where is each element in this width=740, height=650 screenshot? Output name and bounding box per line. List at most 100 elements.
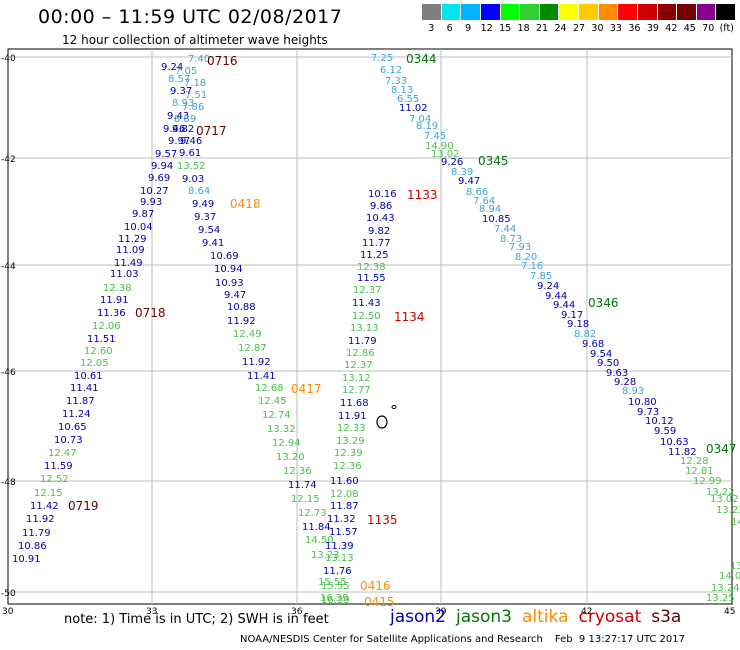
wave-height-value: 9.73	[637, 407, 659, 418]
wave-height-value: 9.37	[194, 212, 216, 223]
wave-height-value: 12.74	[262, 410, 291, 421]
scale-label: 45	[683, 23, 696, 34]
wave-height-value: 11.29	[118, 234, 147, 245]
wave-height-value: 10.85	[482, 214, 511, 225]
wave-height-value: 10.63	[660, 437, 689, 448]
wave-height-value: 8.93	[622, 386, 644, 397]
wave-height-value: 8.89	[174, 114, 196, 125]
wave-height-value: 11.74	[288, 480, 317, 491]
wave-height-value: 11.57	[329, 527, 358, 538]
satellite-legend: jason2 jason3 altika cryosat s3a	[390, 607, 691, 627]
wave-height-value: 7.85	[530, 271, 552, 282]
scale-label: (ft)	[719, 23, 734, 34]
wave-height-value: 11.41	[247, 371, 276, 382]
wave-height-value: 9.46	[180, 136, 202, 147]
wave-height-value: 11.68	[340, 398, 369, 409]
wave-height-value: 9.03	[182, 174, 204, 185]
wave-height-value: 11.42	[30, 501, 59, 512]
wave-height-value: 11.09	[116, 245, 145, 256]
wave-height-value: 12.94	[272, 438, 301, 449]
track-time-label: 0417	[291, 382, 322, 396]
track-time-label: 0716	[207, 54, 238, 68]
wave-height-value: 9.41	[202, 238, 224, 249]
page-subtitle: 12 hour collection of altimeter wave hei…	[62, 33, 328, 47]
scale-swatch	[422, 4, 442, 20]
wave-height-value: 10.12	[645, 416, 674, 427]
legend-altika: altika	[522, 607, 569, 627]
wave-height-value: 11.76	[323, 566, 352, 577]
wave-height-value: 6.12	[380, 65, 402, 76]
wave-height-value: 9.49	[192, 199, 214, 210]
wave-height-value: 13.32	[267, 424, 296, 435]
wave-height-value: 11.87	[66, 396, 95, 407]
wave-height-value: 8.93	[172, 98, 194, 109]
wave-height-value: 12.47	[48, 448, 77, 459]
wave-height-value: 12.05	[80, 358, 109, 369]
wave-height-value: 13.24	[711, 583, 740, 594]
legend-s3a: s3a	[651, 607, 682, 627]
footer-note: note: 1) Time is in UTC; 2) SWH is in fe…	[64, 612, 329, 627]
scale-label: 70	[702, 23, 715, 34]
wave-height-value: 12.99	[693, 476, 722, 487]
wave-height-value: 13.23	[716, 505, 740, 516]
wave-height-value: 9.69	[148, 173, 170, 184]
scale-swatch	[559, 4, 579, 20]
island-shape	[391, 405, 397, 409]
wave-height-value: 12.06	[92, 321, 121, 332]
scale-label: 6	[446, 23, 453, 34]
lon-tick-label: 33	[146, 607, 157, 617]
wave-height-value: 7.86	[182, 102, 204, 113]
wave-height-value: 11.51	[87, 334, 116, 345]
scale-label: 18	[517, 23, 530, 34]
lat-tick-label: -50	[1, 589, 16, 599]
wave-height-value: 10.93	[215, 278, 244, 289]
wave-height-value: 9.59	[654, 426, 676, 437]
wave-height-value: 9.86	[370, 201, 392, 212]
wave-height-value: 9.47	[224, 290, 246, 301]
track-time-label: 0719	[68, 499, 99, 513]
wave-height-value: 7.45	[424, 131, 446, 142]
wave-height-value: 8.57	[168, 74, 190, 85]
wave-height-value: 10.16	[368, 189, 397, 200]
color-scale-legend: 3 6 9 12 15 18 21 24 27 30 33 36 39 42 45 70 (ft)	[422, 4, 736, 38]
wave-height-value: 9.26	[441, 157, 463, 168]
wave-height-value: 9.82	[172, 124, 194, 135]
island-shape	[376, 415, 388, 429]
scale-swatch	[598, 4, 619, 20]
wave-height-value: 11.43	[352, 298, 381, 309]
lat-tick-label: -48	[1, 478, 16, 488]
wave-height-value: 7.33	[385, 76, 407, 87]
timestamp: Feb 9 13:27:17 UTC 2017	[554, 634, 686, 645]
wave-height-value: 9.68	[582, 339, 604, 350]
track-time-label: 0347	[706, 442, 737, 456]
wave-height-value: 11.92	[26, 514, 55, 525]
wave-height-value: 9.57	[155, 149, 177, 160]
wave-height-value: 8.94	[479, 204, 501, 215]
wave-height-value: 10.04	[124, 222, 153, 233]
wave-height-value: 12.77	[342, 385, 371, 396]
wave-height-value: 10.91	[12, 554, 41, 565]
wave-height-value: 11.60	[330, 476, 359, 487]
wave-height-value: 13.02	[710, 494, 739, 505]
track-time-label: 1134	[394, 310, 425, 324]
wave-height-value: 9.94	[151, 161, 173, 172]
wave-height-value: 9.61	[179, 148, 201, 159]
scale-label: 24	[554, 23, 567, 34]
scale-label: 3	[428, 23, 435, 34]
wave-height-value: 10.69	[210, 251, 239, 262]
wave-height-value: 11.55	[357, 273, 386, 284]
wave-height-value: 9.54	[590, 349, 612, 360]
wave-height-value: 9.50	[597, 358, 619, 369]
wave-height-value: 13.13	[325, 553, 354, 564]
wave-height-value: 11.32	[327, 514, 356, 525]
wave-height-value: 9.18	[567, 319, 589, 330]
wave-height-value: 12.15	[34, 488, 63, 499]
wave-height-value: 8.82	[574, 329, 596, 340]
wave-height-value: 11.77	[362, 238, 391, 249]
scale-swatch	[500, 4, 521, 20]
wave-height-value: 13.29	[336, 436, 365, 447]
wave-height-value: 15.55	[318, 577, 347, 588]
wave-height-value: 9.37	[170, 86, 192, 97]
wave-height-value: 9.54	[198, 225, 220, 236]
